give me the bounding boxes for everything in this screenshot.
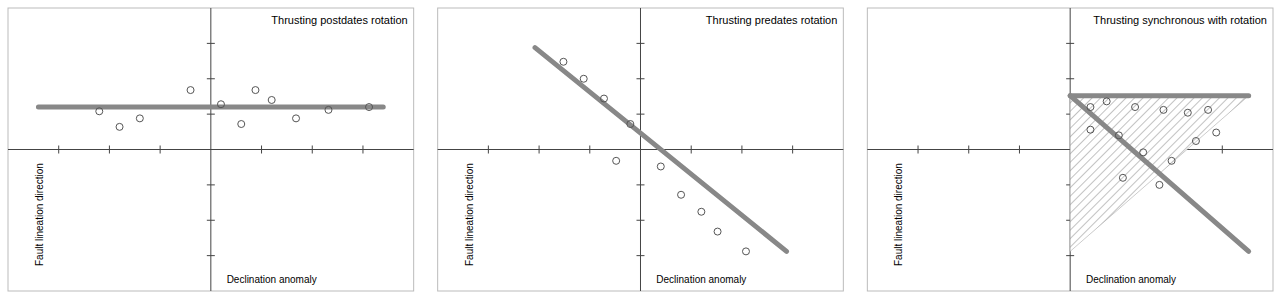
scatter-point — [252, 87, 259, 94]
x-tick — [691, 146, 692, 154]
x-tick — [589, 146, 590, 154]
y-axis-line — [640, 8, 641, 291]
x-tick — [261, 146, 262, 154]
panel: Thrusting postdates rotation Declination … — [8, 8, 414, 291]
x-tick — [1019, 146, 1020, 154]
x-tick — [1222, 146, 1223, 154]
y-tick — [207, 114, 215, 115]
scatter-point — [136, 115, 143, 122]
scatter-point — [742, 248, 749, 255]
x-axis-label: Declination anomaly — [656, 274, 746, 285]
x-tick — [160, 146, 161, 154]
y-tick — [207, 184, 215, 185]
scatter-point — [268, 96, 275, 103]
scatter-point — [613, 157, 620, 164]
x-tick — [362, 146, 363, 154]
x-tick — [918, 146, 919, 154]
scatter-point — [366, 104, 373, 111]
scatter-point — [238, 121, 245, 128]
hatched-area — [1070, 96, 1248, 252]
scatter-point — [600, 95, 607, 102]
data-area — [38, 87, 383, 131]
scatter-point — [1087, 126, 1094, 133]
scatter-point — [1087, 104, 1094, 111]
figure: Thrusting postdates rotation Declination … — [0, 0, 1281, 299]
y-tick — [637, 114, 645, 115]
scatter-point — [1132, 104, 1139, 111]
x-tick — [792, 146, 793, 154]
x-tick — [312, 146, 313, 154]
scatter-point — [1160, 106, 1167, 113]
scatter-point — [325, 106, 332, 113]
scatter-point — [1119, 174, 1126, 181]
x-tick — [741, 146, 742, 154]
x-tick — [539, 146, 540, 154]
scatter-point — [560, 58, 567, 65]
scatter-point — [698, 208, 705, 215]
scatter-point — [1213, 129, 1220, 136]
scatter-point — [187, 87, 194, 94]
y-axis-label: Fault lineation direction — [464, 163, 475, 266]
data-area — [1070, 96, 1248, 252]
scatter-point — [1103, 98, 1110, 105]
scatter-point — [1168, 157, 1175, 164]
scatter-point — [217, 101, 224, 108]
scatter-point — [1184, 109, 1191, 116]
y-tick — [207, 78, 215, 79]
y-axis-line — [210, 8, 211, 291]
y-tick — [207, 255, 215, 256]
data-area — [535, 48, 787, 255]
x-tick — [488, 146, 489, 154]
scatter-point — [1115, 132, 1122, 139]
y-tick — [637, 255, 645, 256]
y-tick — [637, 43, 645, 44]
y-tick — [637, 220, 645, 221]
scatter-point — [116, 123, 123, 130]
y-tick — [1066, 43, 1074, 44]
x-tick — [58, 146, 59, 154]
scatter-point — [96, 108, 103, 115]
panel: Thrusting predates rotation Declination a… — [438, 8, 844, 291]
title: Thrusting postdates rotation — [271, 14, 407, 26]
scatter-point — [1140, 149, 1147, 156]
trend-line — [1070, 96, 1248, 252]
trend-line — [535, 48, 787, 252]
y-tick — [637, 184, 645, 185]
scatter-point — [1205, 106, 1212, 113]
plot-frame — [438, 8, 844, 291]
y-tick — [207, 220, 215, 221]
plot-frame — [8, 8, 414, 291]
x-tick — [968, 146, 969, 154]
title: Thrusting predates rotation — [706, 14, 837, 26]
scatter-point — [580, 75, 587, 82]
y-tick — [637, 78, 645, 79]
scatter-point — [714, 228, 721, 235]
scatter-point — [1192, 138, 1199, 145]
x-axis-label: Declination anomaly — [1086, 274, 1176, 285]
y-axis-label: Fault lineation direction — [893, 163, 904, 266]
y-tick — [1066, 255, 1074, 256]
scatter-point — [1156, 181, 1163, 188]
scatter-point — [293, 115, 300, 122]
y-tick — [207, 43, 215, 44]
scatter-point — [627, 121, 634, 128]
y-axis-label: Fault lineation direction — [34, 163, 45, 266]
plot-frame — [867, 8, 1273, 291]
x-axis-label: Declination anomaly — [227, 274, 317, 285]
scatter-point — [678, 191, 685, 198]
trend-line — [1070, 93, 1248, 98]
x-tick — [109, 146, 110, 154]
scatter-point — [657, 163, 664, 170]
title: Thrusting synchronous with rotation — [1093, 14, 1267, 26]
y-tick — [1066, 78, 1074, 79]
panel: Thrusting synchronous with rotation Decli… — [867, 8, 1273, 291]
